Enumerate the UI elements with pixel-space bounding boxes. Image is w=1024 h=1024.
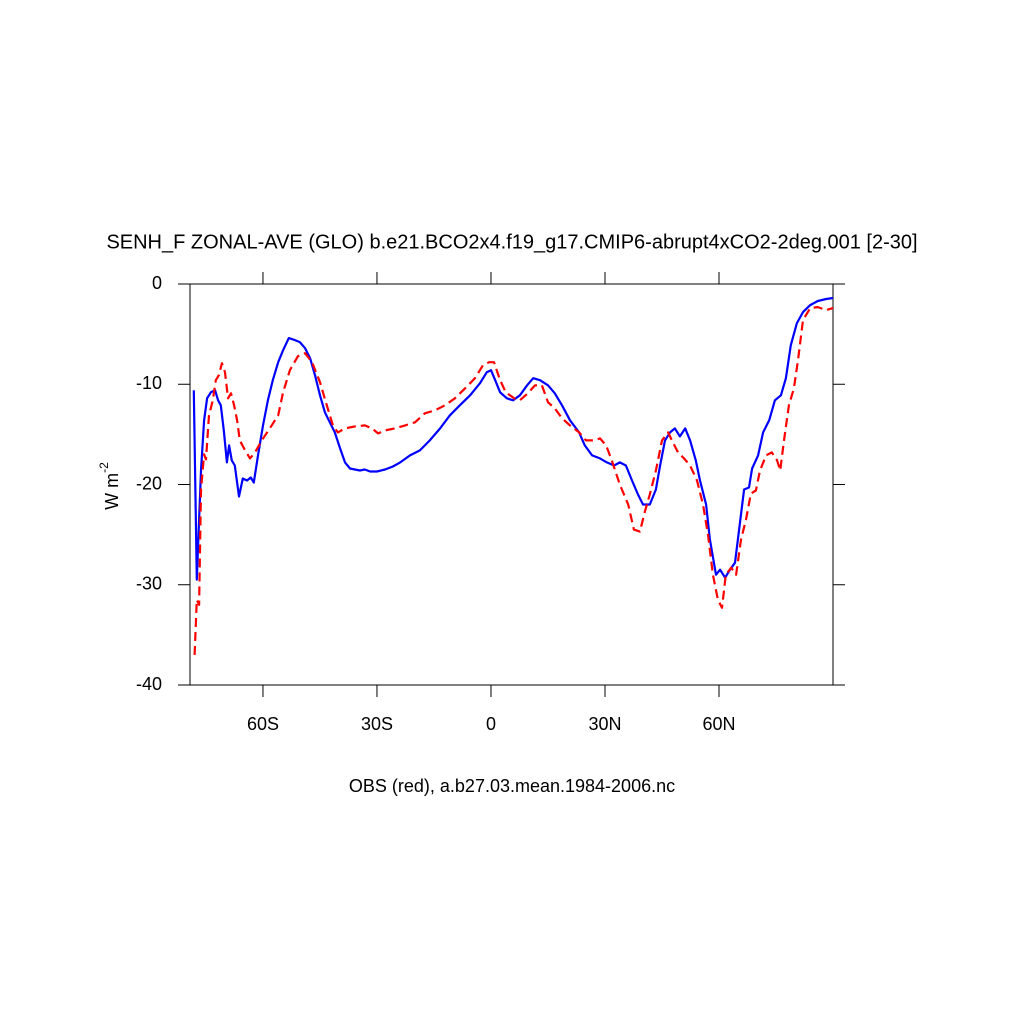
y-tick-label: -40 [136,674,162,694]
y-axis-label-main: W m [102,473,122,510]
x-tick-label: 0 [486,714,496,734]
x-tick-label: 30N [588,714,621,734]
y-tick-label: -10 [136,373,162,393]
y-tick-label: -20 [136,473,162,493]
x-tick-label: 30S [361,714,393,734]
y-axis-label: W m-2 [97,462,122,510]
x-tick-label: 60S [247,714,279,734]
y-axis-label-superscript: -2 [97,462,111,473]
y-tick-label: -30 [136,574,162,594]
data-line [193,306,834,655]
x-axis-label: OBS (red), a.b27.03.mean.1984-2006.nc [349,776,675,796]
chart-title: SENH_F ZONAL-AVE (GLO) b.e21.BCO2x4.f19_… [106,231,917,253]
x-tick-label: 60N [702,714,735,734]
y-tick-label: 0 [152,273,162,293]
data-line [192,296,834,581]
y-axis-label-group: W m-2 [97,462,122,510]
